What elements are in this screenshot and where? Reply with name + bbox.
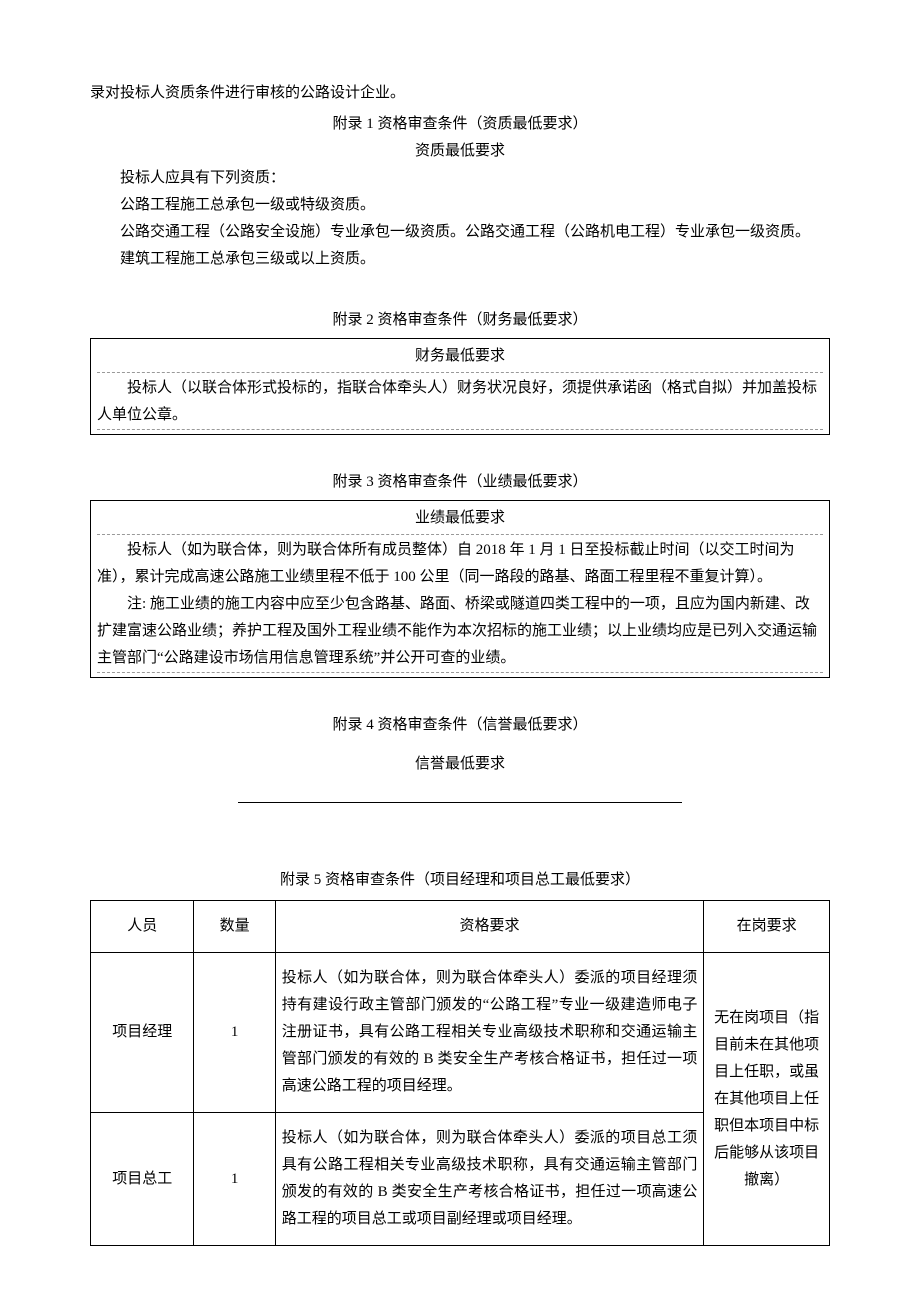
appendix3-body1: 投标人（如为联合体，则为联合体所有成员整体）自 2018 年 1 月 1 日至投… — [97, 537, 823, 591]
appendix4-title: 附录 4 资格审查条件（信誉最低要求） — [90, 712, 830, 739]
appendix1-line: 公路工程施工总承包一级或特级资质。 — [90, 192, 830, 219]
cell-person: 项目经理 — [91, 953, 194, 1113]
cell-req: 投标人（如为联合体，则为联合体牵头人）委派的项目总工须具有公路工程相关专业高级技… — [275, 1113, 704, 1246]
table-header-row: 人员 数量 资格要求 在岗要求 — [91, 901, 830, 953]
th-onduty: 在岗要求 — [704, 901, 830, 953]
appendix4-underline — [238, 778, 682, 803]
th-req: 资格要求 — [275, 901, 704, 953]
intro-text: 录对投标人资质条件进行审核的公路设计企业。 — [90, 80, 830, 107]
appendix1-line: 公路交通工程（公路安全设施）专业承包一级资质。公路交通工程（公路机电工程）专业承… — [90, 219, 830, 246]
appendix3-box: 业绩最低要求 投标人（如为联合体，则为联合体所有成员整体）自 2018 年 1 … — [90, 500, 830, 678]
cell-req: 投标人（如为联合体，则为联合体牵头人）委派的项目经理须持有建设行政主管部门颁发的… — [275, 953, 704, 1113]
appendix1-line: 建筑工程施工总承包三级或以上资质。 — [90, 246, 830, 273]
appendix3-title: 附录 3 资格审查条件（业绩最低要求） — [90, 469, 830, 496]
appendix2-box-title: 财务最低要求 — [97, 343, 823, 373]
appendix5-title: 附录 5 资格审查条件（项目经理和项目总工最低要求） — [90, 867, 830, 894]
appendix1-line: 投标人应具有下列资质： — [90, 165, 830, 192]
appendix4-subtitle: 信誉最低要求 — [90, 751, 830, 778]
appendix3-body2: 注: 施工业绩的施工内容中应至少包含路基、路面、桥梁或隧道四类工程中的一项，且应… — [97, 591, 823, 673]
appendix2-box: 财务最低要求 投标人（以联合体形式投标的，指联合体牵头人）财务状况良好，须提供承… — [90, 338, 830, 435]
appendix1-title: 附录 1 资格审查条件（资质最低要求） — [90, 111, 830, 138]
appendix5-table-wrap: 人员 数量 资格要求 在岗要求 项目经理 1 投标人（如为联合体，则为联合体牵头… — [90, 900, 830, 1246]
cell-qty: 1 — [194, 953, 275, 1113]
appendix2-title: 附录 2 资格审查条件（财务最低要求） — [90, 307, 830, 334]
th-qty: 数量 — [194, 901, 275, 953]
table-row: 项目经理 1 投标人（如为联合体，则为联合体牵头人）委派的项目经理须持有建设行政… — [91, 953, 830, 1113]
th-person: 人员 — [91, 901, 194, 953]
appendix5-table: 人员 数量 资格要求 在岗要求 项目经理 1 投标人（如为联合体，则为联合体牵头… — [90, 900, 830, 1246]
document-page: 录对投标人资质条件进行审核的公路设计企业。 附录 1 资格审查条件（资质最低要求… — [0, 0, 920, 1306]
cell-person: 项目总工 — [91, 1113, 194, 1246]
cell-qty: 1 — [194, 1113, 275, 1246]
appendix2-body: 投标人（以联合体形式投标的，指联合体牵头人）财务状况良好，须提供承诺函（格式自拟… — [97, 375, 823, 430]
cell-onduty: 无在岗项目（指目前未在其他项目上任职，或虽在其他项目上任职但本项目中标后能够从该… — [704, 953, 830, 1246]
appendix3-box-title: 业绩最低要求 — [97, 505, 823, 535]
appendix1-subtitle: 资质最低要求 — [90, 138, 830, 165]
